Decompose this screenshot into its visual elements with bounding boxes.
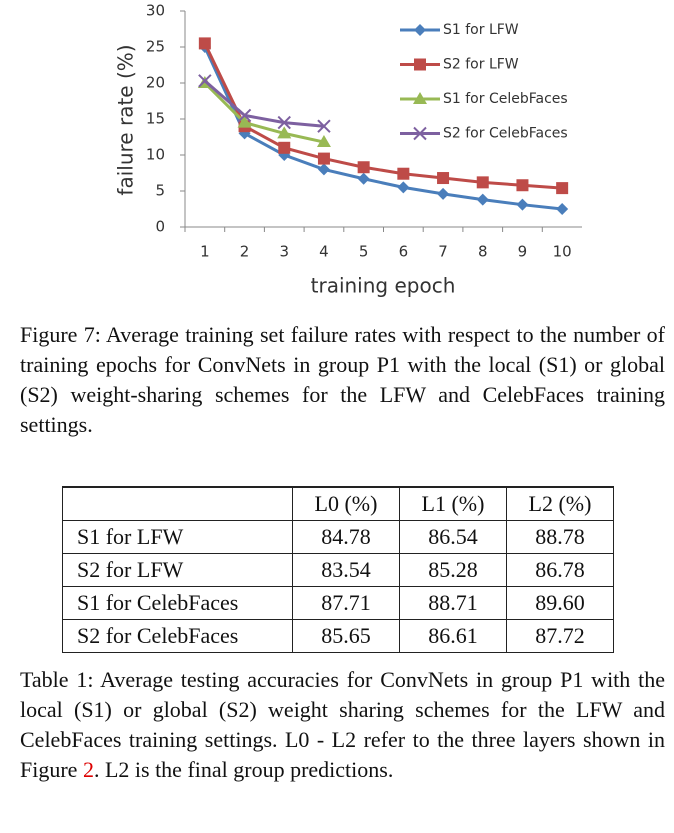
- table-row: S1 for LFW 84.78 86.54 88.78: [62, 520, 614, 554]
- row-header: S2 for LFW: [62, 553, 293, 587]
- x-tick-label: 6: [399, 243, 409, 261]
- marker: [476, 193, 489, 206]
- chart: training epoch failure rate (%) 05101520…: [114, 2, 586, 298]
- value-cell: 87.71: [292, 586, 400, 620]
- value-cell: 85.65: [292, 619, 400, 653]
- legend-label: S1 for LFW: [443, 22, 519, 38]
- marker: [413, 126, 427, 141]
- header-cell: L2 (%): [506, 486, 614, 521]
- marker: [556, 203, 569, 215]
- value-cell: 86.61: [399, 619, 507, 653]
- legend-label: S2 for LFW: [443, 57, 519, 73]
- results-table: L0 (%) L1 (%) L2 (%) S1 for LFW 84.78 86.54 88…: [62, 486, 614, 653]
- series-line: [203, 46, 563, 211]
- marker: [397, 167, 410, 180]
- marker: [413, 92, 427, 104]
- x-tick-label: 7: [438, 243, 448, 261]
- marker: [556, 182, 569, 195]
- marker: [198, 74, 212, 88]
- value-cell: 88.78: [506, 520, 614, 554]
- row-header: S1 for LFW: [62, 520, 293, 554]
- marker: [357, 161, 370, 174]
- x-tick-label: 5: [359, 243, 369, 261]
- series-line: [203, 81, 325, 144]
- y-tick-label: 20: [146, 74, 165, 92]
- marker: [316, 135, 331, 148]
- marker: [414, 58, 426, 71]
- marker: [357, 172, 370, 185]
- y-tick-label: 0: [155, 218, 165, 236]
- legend-label: S2 for CelebFaces: [443, 126, 568, 142]
- caption-text: . L2 is the final group predictions.: [93, 757, 394, 782]
- legend-label: S1 for CelebFaces: [443, 91, 568, 107]
- x-tick-label: 1: [200, 243, 210, 261]
- table-row: S1 for CelebFaces 87.71 88.71 89.60: [62, 586, 614, 620]
- legend-box: [390, 14, 586, 151]
- x-tick-label: 8: [478, 243, 488, 261]
- value-cell: 86.54: [399, 520, 507, 554]
- marker: [476, 176, 489, 189]
- marker: [437, 172, 450, 185]
- marker: [317, 119, 331, 133]
- x-axis-label: training epoch: [311, 274, 456, 298]
- marker: [237, 108, 252, 123]
- x-tick-label: 2: [240, 243, 250, 261]
- x-tick-label: 10: [553, 243, 572, 261]
- marker: [198, 37, 211, 50]
- corner-cell: [62, 486, 293, 521]
- series-line: [203, 42, 563, 190]
- marker: [317, 152, 330, 165]
- value-cell: 89.60: [506, 586, 614, 620]
- marker: [516, 198, 529, 211]
- marker: [238, 127, 251, 140]
- figure-link[interactable]: 2: [82, 757, 94, 782]
- marker: [317, 163, 330, 176]
- header-cell: L0 (%): [292, 486, 400, 521]
- x-tick-label: 3: [279, 243, 289, 261]
- table-row: S2 for CelebFaces 85.65 86.61 87.72: [62, 619, 614, 653]
- y-tick-label: 10: [146, 146, 165, 164]
- value-cell: 87.72: [506, 619, 614, 653]
- y-tick-label: 30: [146, 2, 165, 20]
- value-cell: 85.28: [399, 553, 507, 587]
- y-tick-label: 5: [155, 182, 165, 200]
- row-header: S1 for CelebFaces: [62, 586, 293, 620]
- table-caption: Table 1: Average testing accuracies for …: [20, 665, 665, 785]
- marker: [437, 187, 450, 200]
- marker: [278, 141, 291, 154]
- header-row: L0 (%) L1 (%) L2 (%): [62, 486, 614, 521]
- series-line: [203, 79, 325, 128]
- x-tick-label: 4: [319, 243, 329, 261]
- x-tick-label: 9: [518, 243, 528, 261]
- figure-caption: Figure 7: Average training set failure r…: [20, 322, 665, 437]
- marker: [397, 181, 410, 194]
- value-cell: 86.78: [506, 553, 614, 587]
- marker: [516, 179, 529, 192]
- value-cell: 84.78: [292, 520, 400, 554]
- marker: [237, 115, 252, 128]
- row-header: S2 for CelebFaces: [62, 619, 293, 653]
- value-cell: 83.54: [292, 553, 400, 587]
- caption-text: Table 1: Average testing accuracies for …: [20, 667, 665, 782]
- marker: [277, 115, 291, 130]
- value-cell: 88.71: [399, 586, 507, 620]
- table-row: S2 for LFW 83.54 85.28 86.78: [62, 553, 614, 587]
- marker: [414, 24, 426, 36]
- marker: [277, 126, 292, 139]
- header-cell: L1 (%): [399, 486, 507, 521]
- y-tick-label: 15: [146, 110, 165, 128]
- y-tick-label: 25: [146, 38, 165, 56]
- y-axis-label: failure rate (%): [114, 44, 138, 195]
